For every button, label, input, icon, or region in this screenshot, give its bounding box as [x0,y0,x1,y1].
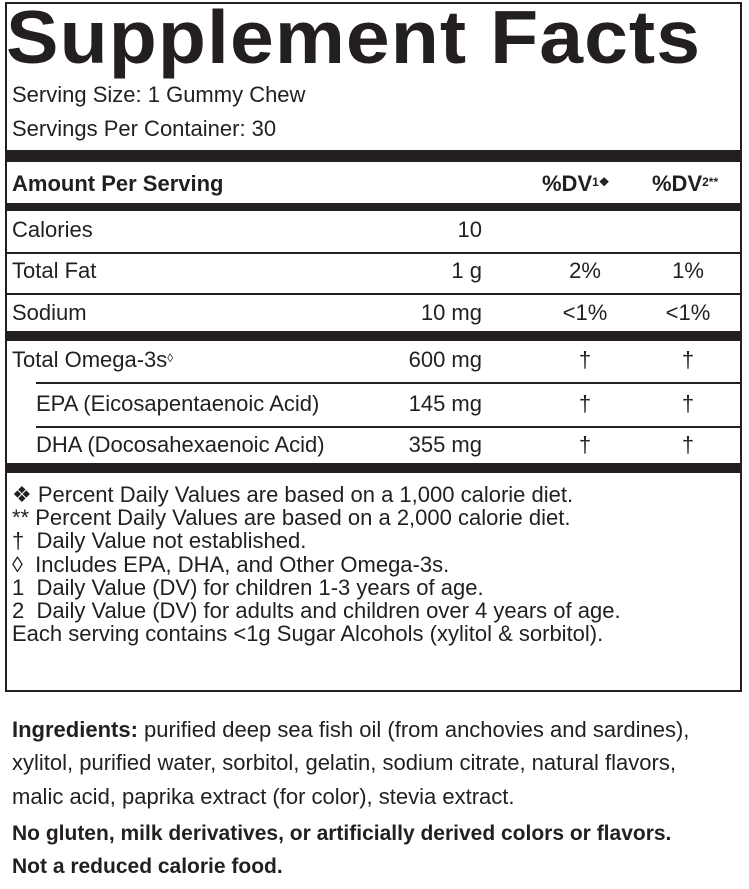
nutrient-amount: 355 mg [408,432,482,457]
nutrient-dv2: † [681,391,695,416]
footnote: 2 Daily Value (DV) for adults and childr… [12,598,621,623]
nutrient-dv1: † [578,432,592,457]
footnote: † Daily Value not established. [12,528,307,554]
nutrient-amount: 10 [457,217,482,242]
row-divider [7,293,740,295]
row-divider [36,382,740,384]
ingredients-line: Ingredients: purified deep sea fish oil … [12,717,689,743]
ingredients-text: purified deep sea fish oil (from anchovi… [137,717,690,742]
nutrient-amount: 145 mg [408,391,482,416]
nutrient-name: Total Fat [12,258,97,283]
ingredients-text: malic acid, paprika extract (for color),… [12,784,515,809]
nutrient-dv1: 2% [569,258,601,283]
amount-per-serving-header: Amount Per Serving [12,171,224,196]
dv1-header: %DV [542,171,593,196]
footnote: Each serving contains <1g Sugar Alcohols… [12,621,604,647]
ingredients-text: xylitol, purified water, sorbitol, gelat… [12,750,676,775]
supplement-facts-panel [5,2,742,692]
nutrient-dv2: 1% [672,258,704,283]
nutrient-dv1: † [578,347,592,372]
nutrient-amount: 10 mg [420,300,482,325]
nutrient-name: Sodium [12,300,87,325]
calorie-note: Not a reduced calorie food. [12,855,283,878]
dv2-header: %DV [652,171,703,196]
panel-title: Supplement Facts [6,0,702,79]
row-divider [7,252,740,254]
allergen-note: No gluten, milk derivatives, or artifici… [12,822,672,845]
nutrient-dv2: † [681,432,695,457]
divider-thick [7,150,740,162]
ingredients-label: Ingredients: [12,717,138,742]
footnote: ❖ Percent Daily Values are based on a 1,… [12,482,574,507]
dv2-footnote-mark: 2** [702,175,719,189]
serving-size: Serving Size: 1 Gummy Chew [12,82,306,107]
nutrient-amount: 1 g [451,258,482,283]
footnote: 1 Daily Value (DV) for children 1-3 year… [12,574,484,600]
nutrient-amount: 600 mg [408,347,482,372]
nutrient-dv2: <1% [665,300,711,325]
divider-thick [7,331,740,341]
dv1-footnote-mark: 1❖ [592,175,610,189]
nutrient-name: EPA (Eicosapentaenoic Acid) [36,391,320,416]
servings-per-container: Servings Per Container: 30 [12,116,277,141]
footnote: ◊ Includes EPA, DHA, and Other Omega-3s. [12,551,450,577]
nutrient-dv2: † [681,347,695,372]
nutrient-dv1: <1% [562,300,608,325]
nutrient-dv1: † [578,391,592,416]
nutrient-name: Calories [12,217,93,242]
nutrient-name: DHA (Docosahexaenoic Acid) [36,432,325,457]
omega-footnote-mark: ◊ [167,351,174,365]
divider-thick [7,463,740,473]
divider-thick [7,203,740,211]
nutrient-name: Total Omega-3s◊ [12,347,174,372]
row-divider [36,426,740,428]
footnote: ** Percent Daily Values are based on a 2… [12,505,571,531]
